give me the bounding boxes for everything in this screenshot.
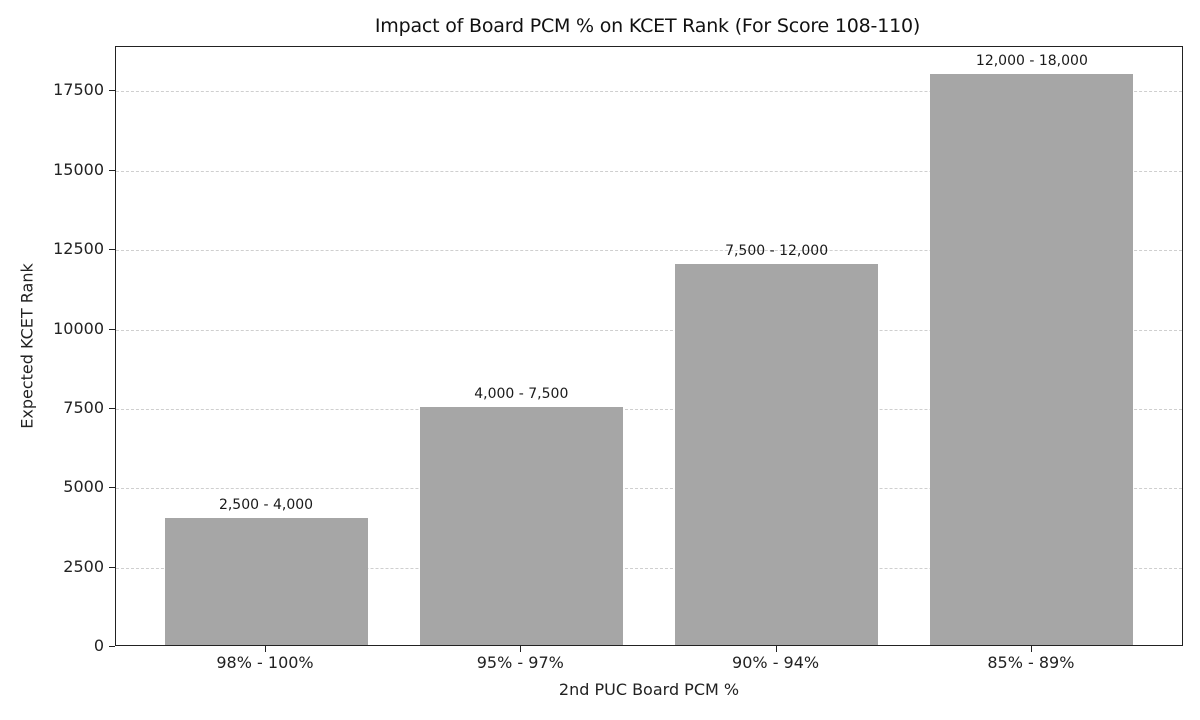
x-tick (775, 646, 777, 652)
y-tick-label: 15000 (53, 159, 104, 179)
x-axis-label: 2nd PUC Board PCM % (558, 680, 740, 699)
x-tick-label: 90% - 94% (732, 653, 820, 672)
gridline (116, 408, 1182, 410)
bar-value-label: 2,500 - 4,000 (218, 497, 314, 514)
gridline (116, 567, 1182, 569)
y-tick (109, 169, 115, 171)
gridline (116, 329, 1182, 331)
bar (675, 264, 879, 645)
y-tick (109, 90, 115, 92)
y-tick (109, 328, 115, 330)
bar-value-label: 4,000 - 7,500 (474, 385, 569, 402)
y-axis-label: Expected KCET Rank (17, 263, 37, 429)
plot-area: 2,500 - 4,000 4,000 - 7,500 7,500 - 12,000… (115, 46, 1183, 646)
x-tick-label: 98% - 100% (216, 653, 314, 672)
y-tick (109, 407, 115, 409)
x-tick-label: 85% - 89% (987, 653, 1075, 672)
y-tick (109, 646, 115, 647)
chart-title: Impact of Board PCM % on KCET Rank (For … (374, 15, 921, 37)
bar (419, 406, 623, 645)
y-tick-label: 0 (93, 636, 104, 655)
bar-value-label: 7,500 - 12,000 (725, 243, 829, 260)
bar (930, 73, 1134, 645)
bar-value-label: 12,000 - 18,000 (975, 52, 1088, 69)
gridline (116, 91, 1182, 93)
bar (164, 518, 368, 645)
y-tick-label: 2500 (63, 556, 104, 576)
y-tick-label: 12500 (53, 239, 104, 259)
y-tick-label: 10000 (53, 318, 104, 338)
y-tick (109, 249, 115, 251)
x-tick-label: 95% - 97% (476, 653, 564, 672)
y-tick-label: 7500 (63, 397, 104, 417)
y-tick (109, 566, 115, 568)
x-tick (265, 646, 266, 652)
y-tick (109, 487, 115, 489)
gridline (116, 250, 1182, 252)
gridline (116, 170, 1182, 172)
x-tick (520, 646, 522, 652)
y-tick-label: 5000 (63, 477, 104, 497)
gridline (116, 488, 1182, 490)
y-tick-label: 17500 (53, 80, 104, 100)
x-tick (1030, 646, 1032, 652)
